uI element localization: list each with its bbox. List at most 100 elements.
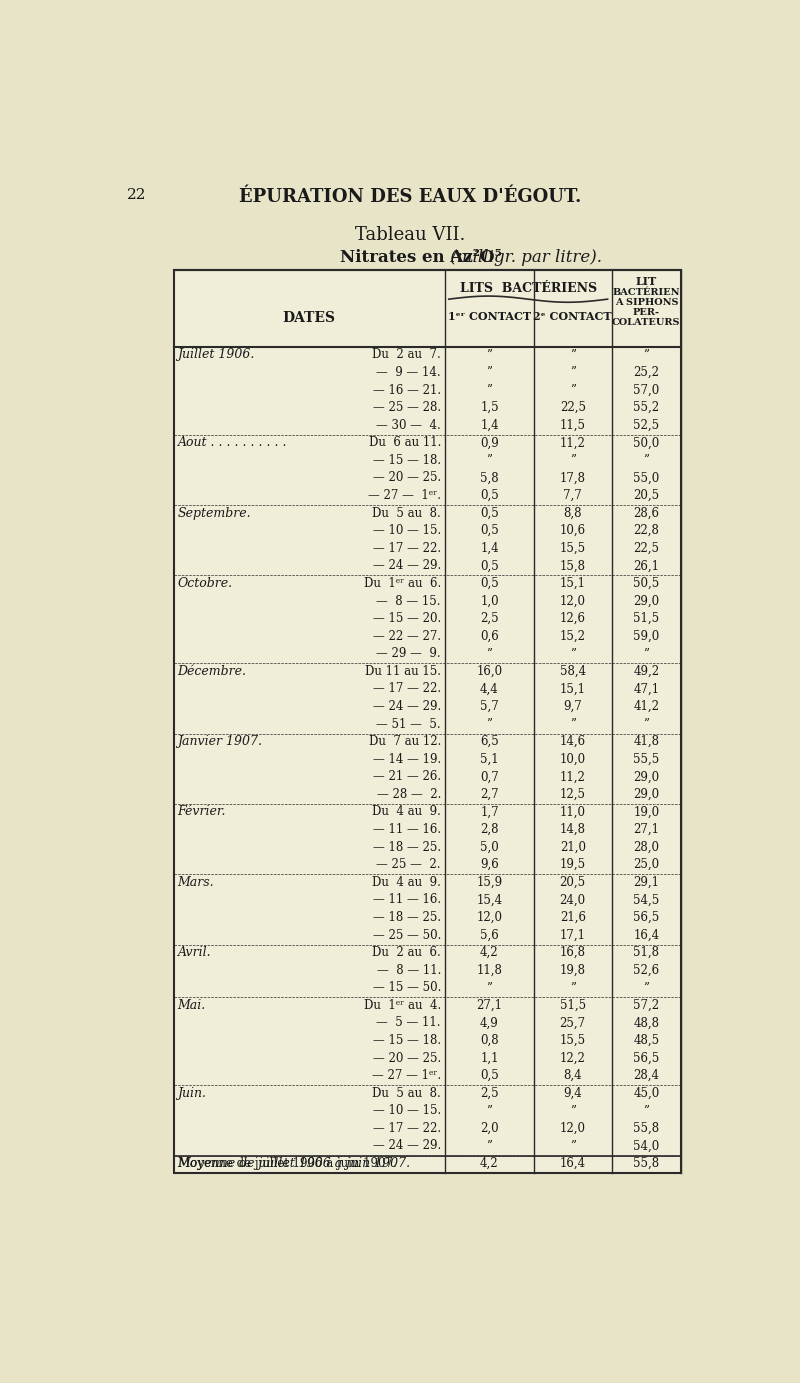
Text: 0,5: 0,5 [480,577,499,591]
Text: — 28 —  2.: — 28 — 2. [377,788,441,801]
Text: 8,8: 8,8 [563,506,582,520]
Text: 41,8: 41,8 [634,736,659,748]
Text: — 27 —  1ᵉʳ.: — 27 — 1ᵉʳ. [368,490,441,502]
Text: — 15 — 18.: — 15 — 18. [373,454,441,467]
Text: 55,5: 55,5 [634,752,659,766]
Text: 21,0: 21,0 [560,841,586,853]
Text: 4,2: 4,2 [480,946,498,960]
Text: Avril.: Avril. [178,946,211,960]
Text: ”: ” [570,383,576,397]
Text: 12,0: 12,0 [560,595,586,607]
Text: Moyenne de juillet 1906 à juin 1907.: Moyenne de juillet 1906 à juin 1907. [178,1158,396,1170]
Text: 1,1: 1,1 [480,1051,498,1065]
Text: — 17 — 22.: — 17 — 22. [373,682,441,696]
Text: — 24 — 29.: — 24 — 29. [373,700,441,714]
Text: 20,5: 20,5 [634,490,659,502]
Text: — 25 —  2.: — 25 — 2. [377,859,441,871]
Text: 29,0: 29,0 [634,788,659,801]
Text: — 30 —  4.: — 30 — 4. [376,419,441,431]
Text: BACTÉRIEN: BACTÉRIEN [613,288,680,296]
Text: 0,6: 0,6 [480,629,499,643]
Text: 29,0: 29,0 [634,770,659,783]
Text: 5,7: 5,7 [480,700,499,714]
Text: — 16 — 21.: — 16 — 21. [373,383,441,397]
Text: 56,5: 56,5 [634,911,659,924]
Text: 15,4: 15,4 [476,893,502,906]
Text: Nitrates en Az²O⁵: Nitrates en Az²O⁵ [340,249,502,266]
Text: 48,5: 48,5 [634,1034,659,1047]
Text: 59,0: 59,0 [634,629,659,643]
Text: — 14 — 19.: — 14 — 19. [373,752,441,766]
Text: 15,5: 15,5 [560,1034,586,1047]
Text: —  8 — 15.: — 8 — 15. [377,595,441,607]
Text: 0,5: 0,5 [480,1069,499,1082]
Text: ”: ” [486,383,493,397]
Text: 21,6: 21,6 [560,911,586,924]
Text: Aout . . . . . . . . . .: Aout . . . . . . . . . . [178,436,287,449]
Text: 28,6: 28,6 [634,506,659,520]
Text: ”: ” [643,718,650,730]
Text: 0,8: 0,8 [480,1034,498,1047]
Text: Du  1ᵉʳ au  6.: Du 1ᵉʳ au 6. [364,577,441,591]
Text: Février.: Février. [178,805,226,819]
Text: 51,5: 51,5 [634,613,659,625]
Text: 1,5: 1,5 [480,401,498,414]
Text: 0,5: 0,5 [480,524,499,537]
Text: Octobre.: Octobre. [178,577,233,591]
Text: 25,2: 25,2 [634,366,659,379]
Text: Septembre.: Septembre. [178,506,251,520]
Text: 4,4: 4,4 [480,682,499,696]
Text: 54,0: 54,0 [634,1140,659,1152]
Text: 2,5: 2,5 [480,1087,498,1099]
Text: 9,4: 9,4 [563,1087,582,1099]
Text: — 24 — 29.: — 24 — 29. [373,559,441,573]
Text: — 51 —  5.: — 51 — 5. [376,718,441,730]
Text: Du  4 au  9.: Du 4 au 9. [372,875,441,889]
Text: 55,8: 55,8 [634,1158,659,1170]
Text: — 10 — 15.: — 10 — 15. [373,1104,441,1117]
Text: 15,1: 15,1 [560,577,586,591]
Text: ”: ” [570,454,576,467]
Text: 50,0: 50,0 [634,436,659,449]
Text: 12,0: 12,0 [560,1122,586,1135]
Text: Du  4 au  9.: Du 4 au 9. [372,805,441,819]
Text: 1ᵉʳ CONTACT: 1ᵉʳ CONTACT [448,311,531,322]
Text: 22,5: 22,5 [560,401,586,414]
Text: 14,8: 14,8 [560,823,586,837]
Text: 4,9: 4,9 [480,1017,499,1029]
Text: 22,8: 22,8 [634,524,659,537]
Text: 52,5: 52,5 [634,419,659,431]
Text: 15,9: 15,9 [476,875,502,889]
Text: ”: ” [486,1104,493,1117]
Text: 56,5: 56,5 [634,1051,659,1065]
Text: 0,5: 0,5 [480,506,499,520]
Text: ”: ” [486,1140,493,1152]
Text: 25,0: 25,0 [634,859,659,871]
Text: Mai.: Mai. [178,999,206,1012]
Text: 0,9: 0,9 [480,436,499,449]
Text: 57,0: 57,0 [634,383,659,397]
Text: Du  5 au  8.: Du 5 au 8. [372,1087,441,1099]
Text: — 27 — 1ᵉʳ.: — 27 — 1ᵉʳ. [372,1069,441,1082]
Text: 15,8: 15,8 [560,559,586,573]
Text: 5,0: 5,0 [480,841,499,853]
Text: ”: ” [643,454,650,467]
Text: Du  5 au  8.: Du 5 au 8. [372,506,441,520]
Text: 5,6: 5,6 [480,928,499,942]
Text: 5,8: 5,8 [480,472,498,484]
Text: — 17 — 22.: — 17 — 22. [373,1122,441,1135]
Text: 10,0: 10,0 [560,752,586,766]
Text: 9,7: 9,7 [563,700,582,714]
Text: — 11 — 16.: — 11 — 16. [373,893,441,906]
Text: 16,4: 16,4 [560,1158,586,1170]
Text: 27,1: 27,1 [477,999,502,1012]
Text: 16,4: 16,4 [634,928,659,942]
Text: 12,0: 12,0 [477,911,502,924]
Text: 58,4: 58,4 [560,665,586,678]
Text: Juin.: Juin. [178,1087,206,1099]
Text: 25,7: 25,7 [560,1017,586,1029]
Text: — 15 — 18.: — 15 — 18. [373,1034,441,1047]
Text: (milligr. par litre).: (milligr. par litre). [445,249,602,266]
Text: 41,2: 41,2 [634,700,659,714]
Text: 19,0: 19,0 [634,805,659,819]
